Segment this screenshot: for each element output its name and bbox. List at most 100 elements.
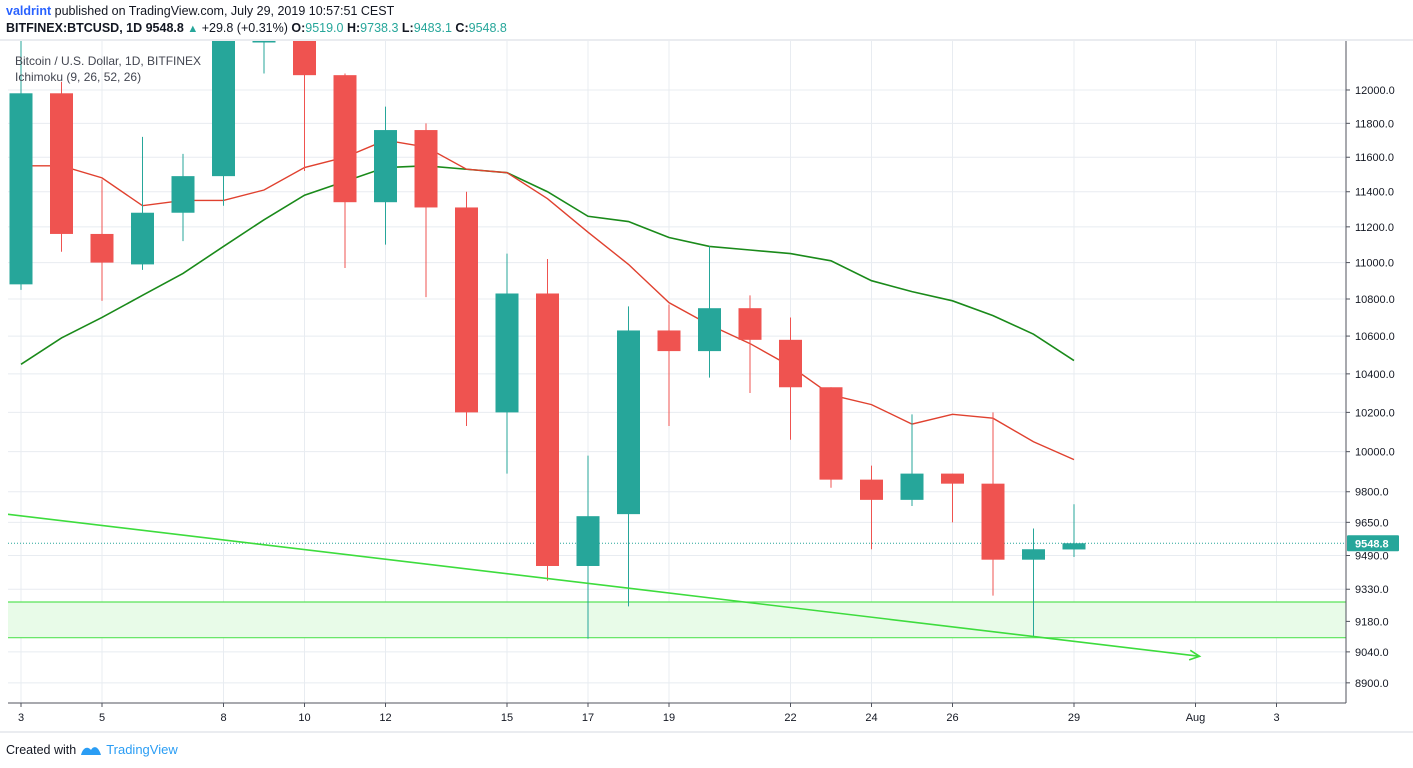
candle: [131, 136, 154, 270]
x-tick-label: 17: [582, 712, 594, 724]
candle: [981, 412, 1005, 596]
created-with-text: Created with: [6, 742, 77, 757]
high-label: H:: [346, 21, 361, 35]
support-zone: [8, 602, 1346, 638]
x-tick-label: Aug: [1186, 712, 1206, 724]
high-value: 9738.3: [360, 21, 399, 35]
candle-body: [536, 293, 559, 566]
candle: [819, 387, 843, 488]
x-tick-label: 15: [501, 712, 513, 724]
candle-body: [50, 93, 73, 234]
open-label: O:: [291, 21, 306, 35]
candle-body: [90, 233, 114, 263]
y-tick-label: 9330.0: [1355, 584, 1389, 596]
trendline-arrowhead: [1188, 649, 1202, 661]
indicator-label: Ichimoku (9, 26, 52, 26): [15, 70, 141, 84]
y-tick-label: 9800.0: [1355, 487, 1389, 499]
open-value: 9519.0: [305, 21, 344, 35]
candle: [333, 73, 357, 269]
low-label: L:: [401, 21, 414, 35]
candle: [617, 306, 640, 607]
candle-body: [941, 473, 964, 484]
candle-body: [495, 293, 519, 413]
candle: [414, 123, 438, 298]
y-tick-label: 9490.0: [1355, 551, 1389, 563]
candle-body: [1022, 549, 1045, 560]
candle-body: [131, 212, 154, 265]
last-price-badge-label: 9548.8: [1355, 538, 1389, 550]
y-tick-label: 10000.0: [1355, 447, 1395, 459]
candle-body: [698, 308, 721, 352]
candle-body: [617, 330, 640, 515]
y-tick-label: 10200.0: [1355, 407, 1395, 419]
candle: [252, 41, 276, 74]
x-tick-label: 19: [663, 712, 675, 724]
x-tick-label: 12: [379, 712, 391, 724]
candle-body: [9, 93, 33, 285]
candle: [212, 41, 235, 206]
last-price-badge: [1347, 535, 1399, 552]
ohlc-header: BITFINEX:BTCUSD, 1D 9548.8 ▲ +29.8 (+0.3…: [6, 21, 507, 35]
descending-trendline: [8, 513, 1200, 658]
candle: [941, 473, 964, 523]
candle: [698, 246, 721, 378]
y-tick-label: 11800.0: [1355, 118, 1394, 130]
candle-body: [900, 473, 924, 500]
x-tick-label: 3: [18, 712, 24, 724]
candle-body: [293, 41, 316, 76]
candle: [779, 317, 802, 440]
candle: [860, 465, 883, 550]
author-name[interactable]: valdrint: [6, 4, 52, 18]
symbol-label: BITFINEX:BTCUSD, 1D: [6, 21, 143, 35]
y-tick-label: 8900.0: [1355, 678, 1389, 690]
candle: [293, 41, 316, 171]
candle: [455, 191, 478, 427]
x-tick-label: 3: [1273, 712, 1279, 724]
candle-body: [860, 479, 883, 500]
candle: [171, 153, 195, 242]
tenkan-sen-line: [21, 139, 1075, 461]
y-tick-label: 9040.0: [1355, 647, 1389, 659]
last-price: 9548.8: [145, 21, 184, 35]
x-tick-label: 5: [99, 712, 105, 724]
tradingview-brand[interactable]: TradingView: [106, 742, 178, 757]
candle-body: [333, 75, 357, 203]
chart-title: Bitcoin / U.S. Dollar, 1D, BITFINEX: [15, 54, 201, 68]
y-tick-label: 9180.0: [1355, 616, 1389, 628]
tradingview-logo-icon: [81, 746, 102, 755]
candle: [576, 455, 600, 639]
price-change: +29.8 (+0.31%): [201, 21, 288, 35]
x-tick-label: 29: [1068, 712, 1080, 724]
kijun-sen-line: [20, 165, 1075, 366]
y-tick-label: 12000.0: [1355, 85, 1395, 97]
candle-body: [657, 330, 681, 352]
candle: [738, 295, 762, 394]
published-text: published on TradingView.com, July 29, 2…: [54, 4, 395, 18]
candle: [374, 106, 397, 245]
footer: Created with TradingView: [6, 742, 178, 757]
close-label: C:: [455, 21, 469, 35]
candle: [9, 41, 33, 290]
candle: [1022, 528, 1045, 637]
candle-body: [414, 130, 438, 208]
x-tick-label: 26: [946, 712, 958, 724]
candle-body: [819, 387, 843, 480]
candle: [657, 304, 681, 427]
y-tick-label: 11000.0: [1355, 258, 1394, 270]
x-tick-label: 10: [298, 712, 310, 724]
y-tick-label: 10400.0: [1355, 369, 1395, 381]
y-tick-label: 10800.0: [1355, 294, 1395, 306]
y-tick-label: 11400.0: [1355, 187, 1394, 199]
candle-body: [374, 130, 397, 203]
candle-body: [171, 176, 195, 213]
publish-info: valdrint published on TradingView.com, J…: [6, 4, 394, 18]
candle-body: [779, 339, 802, 388]
up-arrow-icon: ▲: [187, 23, 199, 35]
low-value: 9483.1: [413, 21, 452, 35]
x-tick-label: 22: [784, 712, 796, 724]
candle-body: [576, 516, 600, 566]
candle-body: [455, 207, 478, 413]
candle-body: [738, 308, 762, 340]
y-tick-label: 9650.0: [1355, 517, 1389, 529]
